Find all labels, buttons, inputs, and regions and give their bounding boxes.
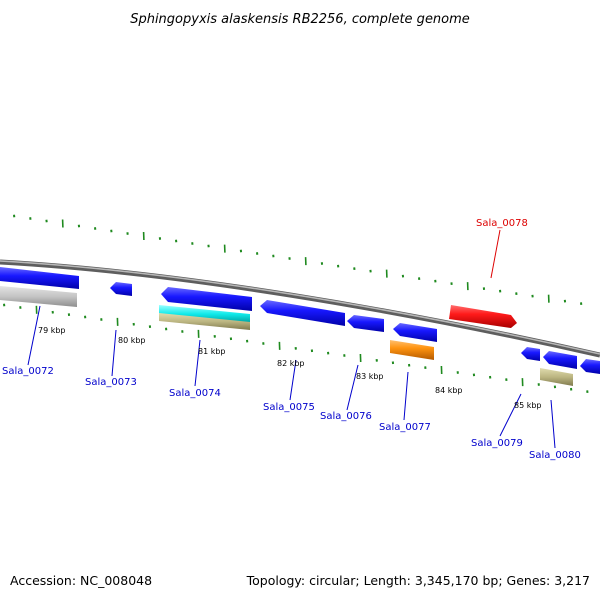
- genome-summary-text: Topology: circular; Length: 3,345,170 bp…: [246, 573, 590, 588]
- gene-label-sala-0072[interactable]: Sala_0072: [2, 366, 54, 377]
- genome-backbone: [0, 259, 600, 358]
- genome-backbone-highlight: [0, 260, 600, 355]
- leader-sala-0072: [27, 305, 41, 366]
- gene-label-sala-0078[interactable]: Sala_0078: [476, 218, 528, 229]
- outer-tick-row: [13, 214, 583, 306]
- gene-sala-0075[interactable]: [260, 300, 345, 326]
- kbp-label: 83 kbp: [356, 372, 384, 381]
- feature-sala-0074-cyan: [159, 305, 250, 323]
- kbp-label: 84 kbp: [435, 386, 463, 395]
- kbp-label: 82 kbp: [277, 359, 305, 368]
- gene-labels: Sala_0072 Sala_0073 Sala_0074 Sala_0075 …: [2, 218, 581, 461]
- accession-text: Accession: NC_008048: [10, 573, 153, 588]
- gene-sala-0073[interactable]: [110, 282, 132, 296]
- kbp-label: 81 kbp: [198, 347, 226, 356]
- gene-features: [0, 267, 600, 386]
- gene-sala-0074[interactable]: [161, 287, 252, 311]
- gene-label-sala-0073[interactable]: Sala_0073: [85, 377, 137, 388]
- gene-sala-0078[interactable]: [449, 305, 517, 328]
- kbp-label: 85 kbp: [514, 401, 542, 410]
- gene-label-sala-0075[interactable]: Sala_0075: [263, 402, 315, 413]
- feature-sala-0074-tan: [159, 313, 250, 330]
- kbp-label: 80 kbp: [118, 336, 146, 345]
- gene-sala-0079[interactable]: [521, 347, 540, 361]
- gene-label-sala-0076[interactable]: Sala_0076: [320, 411, 372, 422]
- gene-label-sala-0079[interactable]: Sala_0079: [471, 438, 523, 449]
- gene-sala-0072[interactable]: [0, 267, 79, 289]
- feature-sala-0077-orange: [390, 340, 434, 360]
- leader-sala-0079: [499, 393, 522, 437]
- gene-sala-0076[interactable]: [347, 315, 384, 332]
- kbp-label: 79 kbp: [38, 326, 66, 335]
- feature-sala-0080-tan: [540, 368, 573, 386]
- leader-sala-0074: [194, 339, 201, 387]
- feature-sala-0072-rna: [0, 286, 77, 307]
- leader-sala-0078: [490, 229, 501, 279]
- leader-sala-0080: [550, 399, 556, 449]
- leader-sala-0073: [111, 329, 117, 377]
- leader-lines: [27, 229, 556, 449]
- gene-label-sala-0074[interactable]: Sala_0074: [169, 388, 221, 399]
- kbp-scale-labels: 79 kbp 80 kbp 81 kbp 82 kbp 83 kbp 84 kb…: [38, 326, 542, 410]
- gene-sala-0077[interactable]: [393, 323, 437, 342]
- gene-label-sala-0077[interactable]: Sala_0077: [379, 422, 431, 433]
- gene-sala-0081[interactable]: [580, 359, 600, 374]
- inner-tick-row: [3, 303, 589, 394]
- leader-sala-0076: [346, 364, 359, 411]
- leader-sala-0077: [403, 371, 409, 421]
- gene-sala-0080[interactable]: [543, 351, 577, 369]
- gene-label-sala-0080[interactable]: Sala_0080: [529, 450, 581, 461]
- leader-sala-0075: [289, 359, 297, 401]
- map-title: Sphingopyxis alaskensis RB2256, complete…: [130, 12, 470, 27]
